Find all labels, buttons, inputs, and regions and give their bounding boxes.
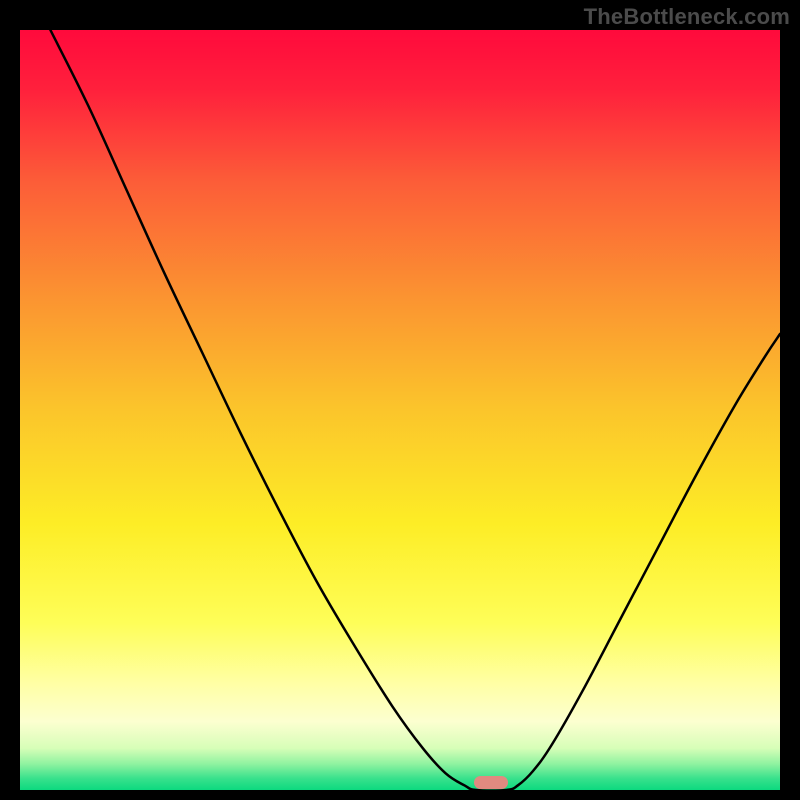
- optimal-marker: [474, 776, 508, 790]
- chart-container: TheBottleneck.com: [0, 0, 800, 800]
- plot-area: [20, 30, 780, 790]
- bottleneck-curve: [20, 30, 780, 790]
- watermark-text: TheBottleneck.com: [584, 4, 790, 30]
